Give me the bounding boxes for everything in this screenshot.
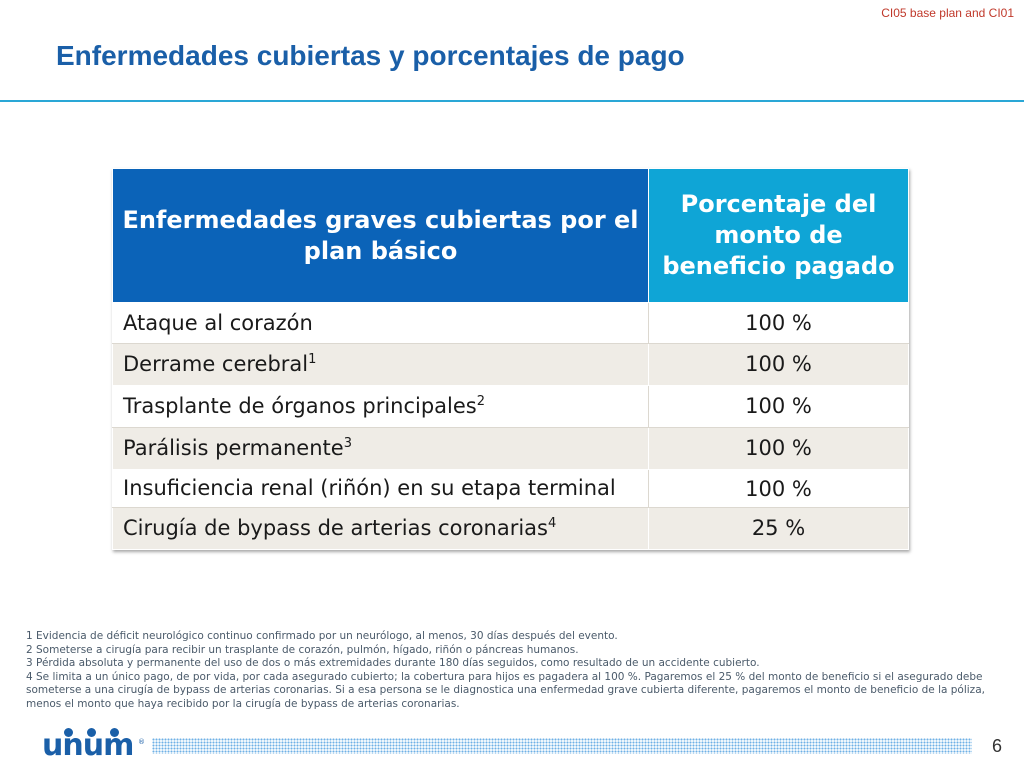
condition-cell: Trasplante de órganos principales2 [112,385,649,428]
percent-cell: 100 % [648,385,909,428]
footnote-ref: 2 [476,394,486,409]
table-row: Derrame cerebral1 100 % [112,343,909,386]
condition-text: Cirugía de bypass de arterias coronarias [123,516,548,540]
table-row: Insuficiencia renal (riñón) en su etapa … [112,469,909,508]
condition-cell: Derrame cerebral1 [112,343,649,386]
condition-text: Ataque al corazón [123,310,313,335]
table-row: Trasplante de órganos principales2 100 % [112,385,909,428]
decorative-dot-band [152,738,972,754]
title-rule [0,100,1024,102]
condition-cell: Ataque al corazón [112,302,649,344]
header-percent: Porcentaje del monto de beneficio pagado [648,168,909,303]
table-row: Parálisis permanente3 100 % [112,427,909,470]
percent-cell: 100 % [648,302,909,344]
condition-cell: Cirugía de bypass de arterias coronarias… [112,507,649,550]
condition-cell: Insuficiencia renal (riñón) en su etapa … [112,469,649,508]
percent-cell: 25 % [648,507,909,550]
table-row: Cirugía de bypass de arterias coronarias… [112,507,909,550]
unum-logo: unum ® [42,722,145,763]
condition-text: Insuficiencia renal (riñón) en su etapa … [123,476,616,500]
coverage-table: Enfermedades graves cubiertas por el pla… [112,168,909,550]
footnote-ref: 3 [343,436,352,451]
condition-text: Parálisis permanente [123,436,344,460]
condition-text: Trasplante de órganos principales [123,394,477,418]
condition-text: Derrame cerebral [123,352,309,376]
footnote-1: 1 Evidencia de déficit neurológico conti… [26,630,618,642]
footnotes: 1 Evidencia de déficit neurológico conti… [26,630,1001,712]
page-number: 6 [991,736,1002,756]
footnote-2: 2 Someterse a cirugía para recibir un tr… [26,643,579,656]
table-header-row: Enfermedades graves cubiertas por el pla… [112,168,909,303]
footnote-ref: 1 [308,352,317,367]
footnote-4: 4 Se limita a un único pago, de por vida… [26,670,985,710]
condition-cell: Parálisis permanente3 [112,427,649,470]
footnote-ref: 4 [548,516,557,531]
slide-title: Enfermedades cubiertas y porcentajes de … [56,40,685,71]
header-condition: Enfermedades graves cubiertas por el pla… [112,168,649,303]
logo-dots [64,722,133,741]
percent-cell: 100 % [648,469,909,508]
logo-registered-mark: ® [138,738,145,746]
top-tag: CI05 base plan and CI01 [881,6,1014,20]
percent-cell: 100 % [648,343,909,386]
percent-cell: 100 % [648,427,909,470]
footnote-3: 3 Pérdida absoluta y permanente del uso … [26,657,760,670]
table-row: Ataque al corazón 100 % [112,302,909,344]
logo-text: unum [42,728,134,763]
